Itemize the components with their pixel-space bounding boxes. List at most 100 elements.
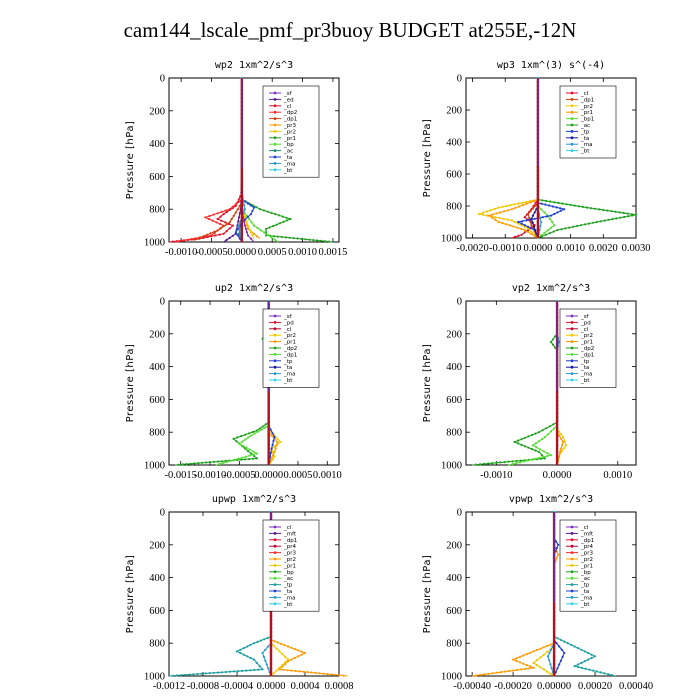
data-point xyxy=(238,204,241,207)
legend-marker xyxy=(273,544,277,548)
data-point xyxy=(505,223,508,226)
legend-label: _bt xyxy=(580,149,590,155)
data-point xyxy=(261,651,264,655)
x-tick-label: 0.0010 xyxy=(288,247,317,258)
y-tick-label: 400 xyxy=(446,362,462,373)
legend-label: _dp1 xyxy=(580,538,594,544)
data-point xyxy=(220,460,223,463)
data-point xyxy=(220,219,223,222)
data-point xyxy=(570,643,573,646)
data-point xyxy=(553,201,556,204)
data-point xyxy=(491,216,494,219)
data-point xyxy=(178,240,181,243)
x-tick-label: 0.0000 xyxy=(257,681,286,692)
legend-marker xyxy=(273,538,277,542)
data-point xyxy=(520,224,523,227)
legend-label: _pr3 xyxy=(283,551,297,557)
legend-marker xyxy=(273,142,277,146)
data-point xyxy=(485,210,488,213)
data-point xyxy=(235,440,238,443)
data-point xyxy=(224,209,227,212)
series-line xyxy=(472,512,559,677)
data-point xyxy=(276,641,279,644)
data-point xyxy=(475,674,478,677)
data-point xyxy=(498,216,501,220)
data-point xyxy=(275,223,278,226)
data-point xyxy=(552,427,556,430)
data-point xyxy=(255,452,258,455)
chart-panel: vpwp 1xm^2/s^3 Pressure [hPa] 0 200 400 600 80… xyxy=(422,494,653,692)
data-point xyxy=(557,543,560,546)
legend-marker xyxy=(570,136,574,140)
data-point xyxy=(535,664,539,667)
data-point xyxy=(516,226,519,229)
legend-label: _ma xyxy=(283,372,295,378)
data-point xyxy=(272,235,276,238)
data-point xyxy=(519,461,522,464)
data-point xyxy=(270,211,273,214)
data-point xyxy=(228,221,231,224)
data-point xyxy=(546,655,550,658)
y-tick-label: 800 xyxy=(149,639,165,650)
data-point xyxy=(563,640,566,643)
data-point xyxy=(243,224,246,227)
data-point xyxy=(483,673,486,676)
data-point xyxy=(237,198,240,201)
data-point xyxy=(249,669,252,672)
data-point xyxy=(286,669,289,672)
data-point xyxy=(561,655,564,659)
data-point xyxy=(543,231,546,234)
data-point xyxy=(250,221,253,224)
legend-label: _ma xyxy=(283,595,295,601)
y-tick-label: 800 xyxy=(446,428,462,439)
data-point xyxy=(546,229,549,232)
series-line xyxy=(215,301,270,466)
data-point xyxy=(270,236,273,239)
data-point xyxy=(566,642,569,645)
data-point xyxy=(511,658,515,661)
data-point xyxy=(544,233,547,236)
data-point xyxy=(298,670,301,673)
data-point xyxy=(273,436,276,439)
data-point xyxy=(521,204,525,207)
data-point xyxy=(548,217,552,220)
data-point xyxy=(244,433,247,436)
data-point xyxy=(262,655,265,659)
legend-label: _dp2 xyxy=(283,346,297,352)
y-tick-label: 1000 xyxy=(441,234,462,245)
data-point xyxy=(606,209,609,212)
legend-label: _tp xyxy=(580,129,590,135)
data-point xyxy=(499,671,502,674)
legend-label: _bt xyxy=(283,602,293,608)
data-point xyxy=(310,671,313,674)
y-axis-label: Pressure [hPa] xyxy=(125,555,136,634)
data-point xyxy=(520,438,523,441)
data-point xyxy=(549,672,552,675)
data-point xyxy=(610,210,613,213)
data-point xyxy=(592,669,595,672)
data-point xyxy=(251,234,254,237)
legend-label: _ma xyxy=(283,161,295,167)
data-point xyxy=(534,442,537,445)
data-point xyxy=(580,224,583,227)
data-point xyxy=(286,645,290,648)
data-point xyxy=(241,444,244,447)
x-tick-label: 0.0015 xyxy=(318,247,347,258)
data-point xyxy=(569,203,572,206)
data-point xyxy=(261,668,264,671)
data-point xyxy=(561,444,564,447)
data-point xyxy=(614,210,617,213)
data-point xyxy=(537,450,541,453)
y-tick-label: 0 xyxy=(457,74,462,85)
data-point xyxy=(255,457,258,460)
data-point xyxy=(581,205,585,208)
data-point xyxy=(233,458,236,461)
data-point xyxy=(537,431,541,434)
data-point xyxy=(502,217,505,220)
data-point xyxy=(280,235,283,239)
data-point xyxy=(517,202,520,205)
data-point xyxy=(549,430,553,433)
chart-panel: wp2 1xm^2/s^3 Pressure [hPa] 0 200 400 600 800… xyxy=(125,60,347,258)
series-line xyxy=(532,512,555,677)
legend-marker xyxy=(273,340,277,343)
